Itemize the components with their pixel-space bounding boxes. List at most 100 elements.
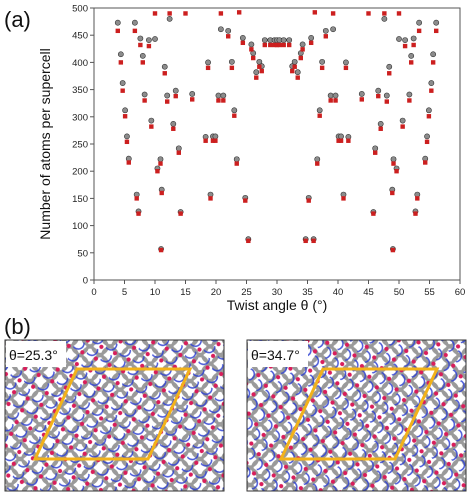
data-point-red — [396, 11, 402, 16]
data-point-gray — [152, 36, 158, 42]
x-tick-label: 20 — [211, 287, 222, 298]
data-point-red — [384, 99, 389, 104]
data-point-red — [259, 68, 264, 74]
data-point-gray — [314, 156, 321, 163]
data-point-gray — [424, 133, 430, 140]
data-point-red — [300, 47, 305, 52]
y-tick-label: 350 — [72, 85, 88, 96]
data-point-red — [115, 28, 120, 34]
theta-label: θ=25.3° — [9, 347, 58, 363]
data-point-red — [391, 161, 396, 166]
y-tick-label: 0 — [83, 276, 88, 287]
data-point-red — [229, 65, 235, 71]
data-point-gray — [261, 37, 268, 43]
data-point-gray — [358, 91, 365, 97]
y-tick-label: 150 — [72, 194, 88, 205]
data-point-red — [306, 198, 311, 203]
data-point-red — [338, 138, 344, 143]
data-point-gray — [396, 36, 402, 42]
data-point-gray — [220, 92, 227, 99]
data-point-red — [274, 42, 280, 48]
data-point-red — [272, 42, 277, 48]
x-tick-label: 15 — [180, 287, 191, 298]
data-point-gray — [377, 120, 384, 127]
x-axis: 0 5 10 15 20 25 30 35 40 45 50 55 60 — [91, 280, 465, 298]
data-point-gray — [148, 117, 155, 124]
data-point-gray — [343, 59, 349, 66]
data-point-gray — [175, 145, 182, 152]
data-point-red — [234, 161, 239, 166]
data-point-red — [262, 42, 267, 48]
data-point-red — [171, 126, 176, 131]
data-point-gray — [294, 69, 301, 76]
data-point-red — [167, 11, 172, 16]
supercell-outline — [278, 367, 440, 461]
data-point-red — [190, 97, 195, 102]
data-point-red — [254, 75, 259, 80]
x-tick-label: 35 — [302, 287, 313, 298]
data-point-red — [216, 98, 221, 103]
data-point-gray — [212, 133, 219, 140]
data-point-red — [366, 11, 371, 16]
data-point-gray — [225, 27, 232, 34]
data-point-gray — [124, 133, 130, 140]
scatter-chart: 0 5 10 15 20 25 30 35 40 45 50 55 60 0 50 100 150 200 250… — [37, 4, 465, 314]
data-point-red — [158, 247, 164, 253]
data-point-red — [138, 42, 143, 48]
data-point-gray — [217, 26, 224, 33]
data-point-red — [330, 11, 336, 16]
data-point-gray — [338, 133, 344, 140]
panel-frame — [4, 339, 225, 492]
y-tick-label: 400 — [72, 58, 88, 69]
data-point-gray — [375, 87, 382, 94]
data-point-gray — [119, 80, 126, 86]
data-point-gray — [145, 37, 152, 43]
data-point-red — [346, 138, 351, 143]
data-point-red — [218, 11, 224, 16]
data-point-gray — [381, 15, 388, 22]
data-point-red — [226, 34, 231, 39]
data-point-gray — [416, 19, 423, 26]
plot-area-frame — [93, 7, 461, 281]
data-point-red — [236, 10, 242, 15]
data-point-red — [430, 60, 436, 65]
y-tick-label: 500 — [72, 4, 88, 15]
data-point-red — [152, 11, 158, 16]
y-tick-label: 50 — [77, 248, 88, 259]
data-point-red — [210, 138, 216, 143]
panel-a-label: (a) — [4, 7, 31, 32]
data-point-gray — [139, 52, 146, 59]
label-background — [6, 341, 66, 367]
y-tick-label: 300 — [72, 112, 88, 123]
data-point-gray — [172, 87, 179, 94]
data-point-gray — [122, 107, 129, 114]
panel-frame — [246, 339, 467, 492]
data-point-red — [246, 238, 251, 244]
x-tick-label: 0 — [91, 287, 96, 298]
data-point-gray — [322, 27, 329, 34]
panel-b-label: (b) — [4, 314, 31, 339]
data-point-red — [409, 60, 414, 65]
data-point-gray — [316, 107, 323, 114]
data-point-red — [122, 114, 128, 119]
x-tick-label: 45 — [363, 287, 374, 298]
structure-panel-34-7: θ=34.7° — [246, 339, 467, 492]
data-point-gray — [286, 37, 293, 43]
data-point-gray — [299, 41, 306, 48]
data-point-red — [308, 40, 314, 46]
data-point-red — [323, 34, 328, 39]
data-point-red — [159, 190, 164, 196]
data-point-gray — [408, 52, 415, 59]
data-point-red — [173, 93, 178, 99]
data-point-red — [155, 169, 160, 174]
data-point-gray — [205, 59, 211, 66]
data-point-red — [243, 198, 248, 203]
data-point-red — [429, 88, 434, 93]
data-point-gray — [383, 92, 390, 99]
data-point-red — [298, 55, 303, 61]
x-tick-label: 40 — [333, 287, 344, 298]
data-point-red — [257, 64, 262, 69]
data-point-red — [176, 150, 181, 155]
data-point-red — [319, 65, 325, 71]
data-point-red — [162, 71, 167, 76]
